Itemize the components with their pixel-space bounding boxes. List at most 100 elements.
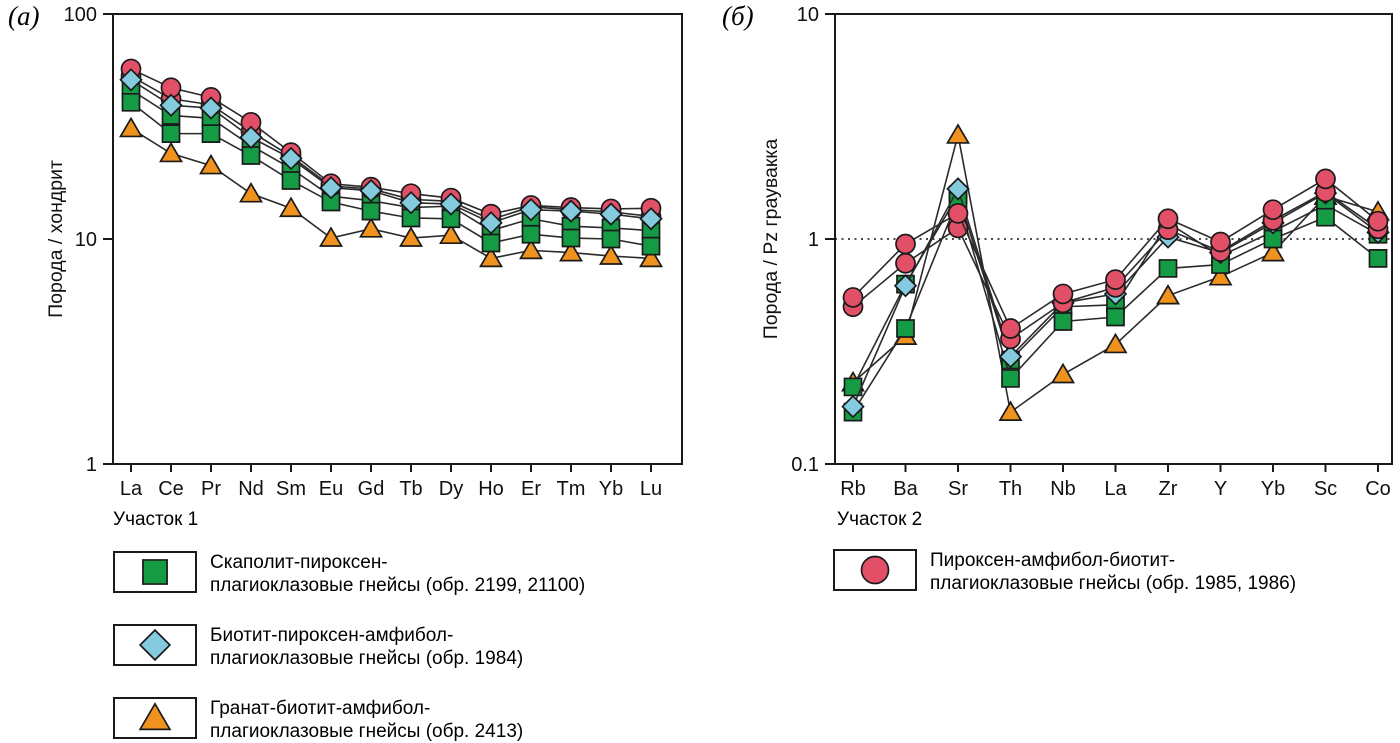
triangle-marker-icon <box>359 217 383 238</box>
x-tick-label: Yb <box>599 478 623 500</box>
square-marker-icon <box>1053 312 1073 331</box>
x-tick-label: Lu <box>640 478 662 500</box>
square-marker-icon <box>142 559 168 585</box>
legend-section-1: Скаполит-пироксен- плагиоклазовые гнейсы… <box>113 551 585 743</box>
plot-frame <box>834 13 1393 465</box>
triangle-marker-icon <box>138 702 172 731</box>
square-marker-icon <box>641 236 661 256</box>
triangle-marker-icon <box>279 196 303 218</box>
circle-marker-icon <box>895 252 916 274</box>
diamond-marker-icon <box>559 199 583 223</box>
diamond-marker-icon <box>599 202 623 226</box>
diamond-marker-icon <box>159 93 183 117</box>
square-marker-icon <box>142 559 168 585</box>
square-marker-icon <box>896 319 915 338</box>
triangle-marker-icon <box>1261 240 1285 262</box>
diamond-marker-icon <box>138 628 172 662</box>
circle-marker-icon <box>1315 168 1336 190</box>
diamond-marker-icon <box>946 177 970 201</box>
circle-marker-icon <box>1157 208 1179 230</box>
x-tick-label: Co <box>1365 478 1391 500</box>
x-tick-label: Yb <box>1261 478 1285 500</box>
diamond-marker-icon <box>319 176 343 200</box>
triangle-marker-icon <box>439 223 463 245</box>
circle-marker-icon <box>860 555 890 585</box>
diamond-marker-icon <box>359 178 383 203</box>
square-marker-icon <box>521 224 541 244</box>
x-tick-label: La <box>120 478 143 500</box>
circle-marker-icon <box>842 287 864 308</box>
circle-marker-icon <box>1000 318 1021 339</box>
x-tick-label: Ba <box>893 478 918 500</box>
diamond-marker-icon <box>399 190 423 215</box>
series-triangle-0 <box>119 116 663 268</box>
y-tick-label: 100 <box>64 4 97 26</box>
x-tick-label: Rb <box>840 478 866 500</box>
diamond-marker-icon <box>439 192 463 216</box>
square-marker-icon <box>1158 259 1178 278</box>
triangle-marker-icon <box>998 400 1023 421</box>
triangle-marker-icon <box>199 153 223 175</box>
triangle-marker-icon <box>119 116 143 138</box>
circle-marker-icon <box>1262 199 1284 221</box>
y-tick-label: 0.1 <box>791 454 819 476</box>
legend-label: Пироксен-амфибол-биотит- плагиоклазовые … <box>930 549 1296 595</box>
diamond-marker-icon <box>998 344 1023 369</box>
square-marker-icon <box>161 124 181 143</box>
legend-item-biotite-pyroxene-amphibole-gneiss: Биотит-пироксен-амфибол- плагиоклазовые … <box>113 624 585 670</box>
square-marker-icon <box>1368 249 1388 268</box>
circle-marker-icon <box>895 233 916 255</box>
circle-marker-icon <box>1052 283 1074 305</box>
triangle-marker-icon <box>1103 332 1128 354</box>
x-tick-label: Nb <box>1050 478 1076 500</box>
square-marker-icon <box>1106 307 1125 327</box>
legend-swatch-box <box>113 551 197 593</box>
diamond-marker-icon <box>639 207 663 231</box>
legend-label-line1: Биотит-пироксен-амфибол- <box>210 625 454 646</box>
y-tick-label: 1 <box>808 229 819 251</box>
x-tick-label: Sm <box>276 478 306 500</box>
axes: 100 10 1 La Ce Pr Nd Sm Eu Gd Tb Dy Ho Er Tm Yb Lu <box>64 4 683 500</box>
legend-label: Скаполит-пироксен- плагиоклазовые гнейсы… <box>210 551 585 597</box>
circle-marker-icon <box>1105 269 1126 290</box>
triangle-marker-icon <box>399 226 423 247</box>
triangle-marker-icon <box>319 226 343 247</box>
subtitle-section-2: Участок 2 <box>837 509 923 530</box>
subtitle-section-1: Участок 1 <box>113 509 199 530</box>
legend-section-2: Пироксен-амфибол-биотит- плагиоклазовые … <box>833 549 1296 595</box>
triangle-marker-icon <box>1208 264 1233 286</box>
square-marker-icon <box>481 233 501 253</box>
y-axis-title: Порода / хондрит <box>45 160 67 318</box>
y-axis-title: Порода / Pz граувакка <box>760 139 782 340</box>
series-square-2 <box>843 190 1388 422</box>
diamond-marker-icon <box>119 68 143 92</box>
diamond-marker-icon <box>841 394 865 419</box>
x-tick-label: Nd <box>238 478 264 500</box>
axes: 10 1 0.1 Rb Ba Sr Th Nb La Zr Y Yb Sc Co <box>791 4 1393 500</box>
legend-label-line2: плагиоклазовые гнейсы (обр. 2199, 21100) <box>210 575 586 596</box>
y-tick-label: 10 <box>75 229 97 251</box>
triangle-marker-icon <box>639 246 663 268</box>
legend-label: Гранат-биотит-амфибол- плагиоклазовые гн… <box>210 697 523 743</box>
x-tick-label: Th <box>999 478 1022 500</box>
square-marker-icon <box>241 146 261 165</box>
diamond-marker-icon <box>519 197 543 222</box>
circle-marker-icon <box>947 203 969 224</box>
diamond-marker-icon <box>893 274 918 298</box>
triangle-marker-icon <box>519 238 543 260</box>
triangle-marker-icon <box>946 123 970 144</box>
legend-label-line1: Пироксен-амфибол-биотит- <box>930 550 1176 571</box>
left-chart: 100 10 1 La Ce Pr Nd Sm Eu Gd Tb Dy Ho Er Tm Yb Lu Порода… <box>45 4 683 500</box>
right-chart: 10 1 0.1 Rb Ba Sr Th Nb La Zr Y Yb Sc Co Порода / Pz г… <box>760 4 1393 500</box>
legend-swatch-box <box>833 549 917 591</box>
series-diamond-5 <box>119 68 663 235</box>
circle-marker-icon <box>1210 231 1231 253</box>
x-tick-label: Zr <box>1159 478 1178 500</box>
circle-marker-icon <box>1367 210 1389 232</box>
square-marker-icon <box>843 377 863 397</box>
x-tick-label: Tm <box>557 478 586 500</box>
diamond-marker-icon <box>239 125 263 150</box>
legend-label-line2: плагиоклазовые гнейсы (обр. 1985, 1986) <box>930 573 1297 594</box>
panel-label-b: (б) <box>722 1 754 31</box>
legend-label-line1: Гранат-биотит-амфибол- <box>210 698 431 719</box>
